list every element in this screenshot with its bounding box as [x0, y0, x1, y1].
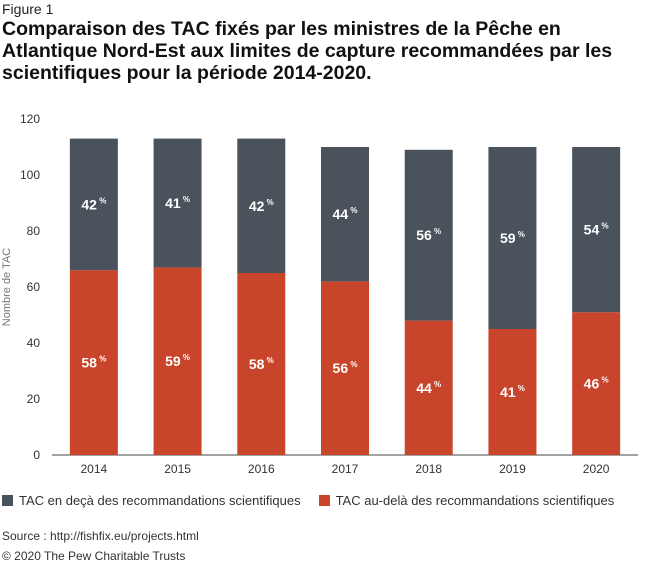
- bar-segment-above: [153, 267, 202, 455]
- legend-swatch-below: [2, 495, 13, 506]
- data-label-below: 41 %: [165, 195, 190, 211]
- data-label-below: 44 %: [333, 206, 358, 222]
- x-tick-label: 2015: [164, 462, 191, 476]
- bar-segment-above: [237, 273, 286, 455]
- source-note: Source : http://fishfix.eu/projects.html: [2, 529, 199, 543]
- bar-segment-above: [69, 270, 118, 455]
- data-label-above: 58 %: [249, 356, 274, 372]
- bar-segment-below: [404, 149, 453, 321]
- x-tick-label: 2018: [415, 462, 442, 476]
- x-tick-label: 2014: [81, 462, 108, 476]
- bar-segment-above: [572, 312, 621, 455]
- bar-segment-below: [488, 147, 537, 329]
- data-label-above: 59 %: [165, 353, 190, 369]
- data-label-below: 59 %: [500, 230, 525, 246]
- data-label-above: 41 %: [500, 384, 525, 400]
- x-tick-label: 2019: [499, 462, 526, 476]
- data-label-below: 42 %: [249, 198, 274, 214]
- y-tick-label: 120: [20, 112, 40, 126]
- x-tick-label: 2017: [332, 462, 359, 476]
- y-tick-label: 80: [27, 224, 41, 238]
- bar-segment-below: [321, 147, 369, 282]
- bar-segment-below: [153, 138, 202, 268]
- bar-segment-below: [572, 147, 621, 313]
- y-tick-label: 100: [20, 168, 40, 182]
- data-label-above: 44 %: [416, 380, 441, 396]
- bar-segment-above: [488, 329, 537, 455]
- y-axis-title: Nombre de TAC: [1, 248, 13, 327]
- copyright-note: © 2020 The Pew Charitable Trusts: [2, 549, 186, 563]
- legend-item-above: TAC au-delà des recommandations scientif…: [318, 493, 615, 508]
- chart-legend: TAC en deçà des recommandations scientif…: [2, 493, 632, 508]
- legend-swatch-above: [318, 495, 330, 506]
- legend-item-below: TAC en deçà des recommandations scientif…: [2, 493, 301, 508]
- data-label-below: 54 %: [584, 222, 609, 238]
- figure-label: Figure 1: [2, 1, 54, 17]
- data-label-above: 56 %: [333, 360, 358, 376]
- bar-segment-above: [404, 320, 453, 455]
- y-tick-label: 20: [27, 392, 41, 406]
- y-tick-label: 60: [27, 280, 41, 294]
- legend-label-above: TAC au-delà des recommandations scientif…: [335, 493, 615, 508]
- x-tick-label: 2016: [248, 462, 275, 476]
- chart-title: Comparaison des TAC fixés par les minist…: [2, 18, 613, 84]
- bar-segment-above: [321, 281, 369, 455]
- data-label-above: 46 %: [584, 376, 609, 392]
- bar-segment-below: [237, 138, 286, 273]
- x-tick-label: 2020: [583, 462, 610, 476]
- y-tick-label: 40: [27, 336, 41, 350]
- data-label-above: 58 %: [81, 355, 106, 371]
- legend-label-below: TAC en deçà des recommandations scientif…: [19, 493, 301, 508]
- data-label-below: 42 %: [81, 196, 106, 212]
- data-label-below: 56 %: [416, 227, 441, 243]
- y-tick-label: 0: [33, 448, 40, 462]
- stacked-bar-chart: Nombre de TAC 0 20 40 60 80 100 120 58 % 42 % 2014…: [1, 112, 638, 476]
- bar-segment-below: [69, 138, 118, 271]
